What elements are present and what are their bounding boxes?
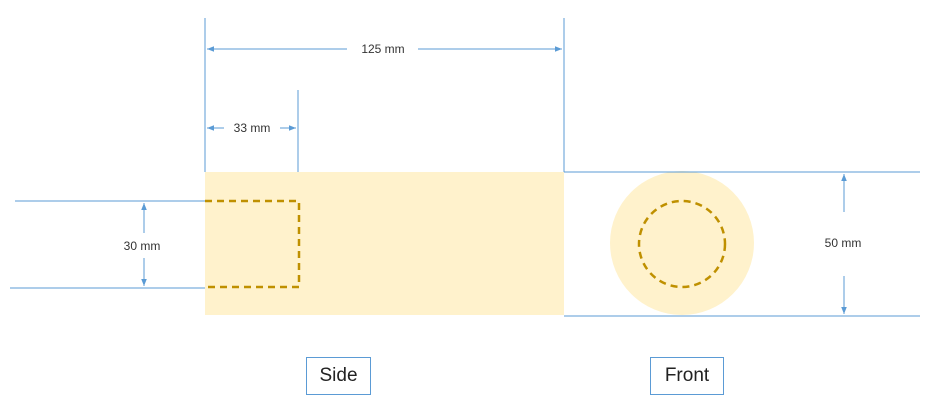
side-view-body [205,172,564,315]
side-view-label: Side [306,357,371,395]
hole-diameter-label: 30 mm [124,239,161,253]
dimension-outer-diameter: 50 mm [825,174,862,314]
extension-lines [10,18,920,317]
hole-depth-label: 33 mm [234,121,271,135]
front-view-label: Front [650,357,724,395]
dimension-hole-diameter: 30 mm [124,203,161,286]
side-view-hidden-hole [205,199,301,289]
outer-diameter-label: 50 mm [825,236,862,250]
front-view-outer-circle [610,171,754,315]
dimension-hole-depth: 33 mm [207,121,296,135]
front-view-hidden-hole [637,199,727,289]
dimension-overall-length: 125 mm [207,42,562,56]
overall-length-label: 125 mm [361,42,404,56]
